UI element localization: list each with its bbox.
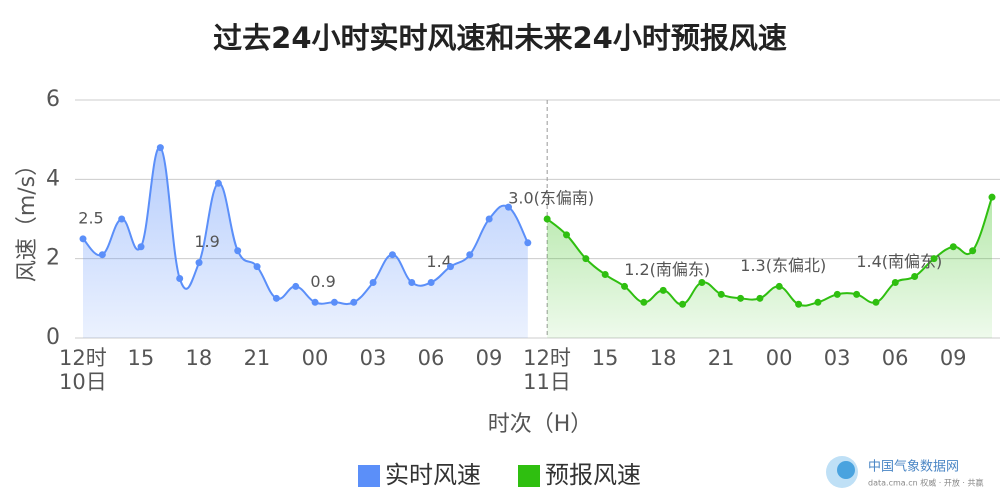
value-label: 0.9	[310, 272, 335, 291]
point	[833, 290, 841, 298]
point	[621, 282, 629, 290]
point	[717, 290, 725, 298]
value-label: 1.3(东偏北)	[740, 256, 826, 275]
value-label: 1.9	[194, 232, 219, 251]
brand-tagline: data.cma.cn 权威 · 开放 · 共赢	[868, 478, 983, 488]
point	[388, 251, 396, 259]
point	[427, 278, 435, 286]
point	[311, 298, 319, 306]
point	[891, 278, 899, 286]
point	[485, 215, 493, 223]
point	[988, 193, 996, 201]
x-tick-label: 12时 11日	[523, 346, 571, 394]
point	[137, 243, 145, 251]
point	[369, 278, 377, 286]
y-tick-label: 4	[46, 166, 60, 191]
x-tick-label: 00	[301, 346, 329, 370]
value-label: 3.0(东偏南)	[508, 189, 594, 208]
point	[292, 282, 300, 290]
point	[679, 300, 687, 308]
y-tick-label: 0	[46, 325, 60, 350]
point	[214, 179, 222, 187]
legend-swatch	[518, 465, 540, 487]
value-label: 1.2(南偏东)	[624, 260, 710, 279]
point	[814, 298, 822, 306]
y-tick-label: 6	[46, 87, 60, 112]
x-axis-label: 时次（H）	[488, 412, 593, 437]
x-tick-label: 06	[881, 346, 909, 370]
point	[543, 215, 551, 223]
point	[756, 294, 764, 302]
point	[563, 231, 571, 239]
point	[272, 294, 280, 302]
x-tick-label: 00	[765, 346, 793, 370]
point	[446, 263, 454, 271]
x-tick-label: 09	[939, 346, 967, 370]
value-label: 2.5	[78, 208, 103, 227]
point	[253, 263, 261, 271]
point	[795, 300, 803, 308]
x-tick-label: 18	[649, 346, 677, 370]
point	[775, 282, 783, 290]
x-tick-label: 15	[127, 346, 155, 370]
area	[83, 147, 528, 338]
point	[601, 271, 609, 279]
point	[930, 255, 938, 263]
point	[79, 235, 87, 243]
point	[350, 298, 358, 306]
y-tick-label: 2	[46, 246, 60, 271]
point	[330, 298, 338, 306]
point	[504, 203, 512, 211]
point	[234, 247, 242, 255]
point	[156, 144, 164, 152]
point	[195, 259, 203, 267]
x-tick-label: 06	[417, 346, 445, 370]
x-tick-label: 21	[243, 346, 271, 370]
point	[969, 247, 977, 255]
x-tick-label: 15	[591, 346, 619, 370]
point	[659, 286, 667, 294]
point	[524, 239, 532, 247]
point	[176, 275, 184, 282]
x-tick-label: 12时 10日	[59, 346, 107, 394]
point	[737, 294, 745, 302]
point	[872, 298, 880, 306]
chart-title: 过去24小时实时风速和未来24小时预报风速	[213, 21, 787, 55]
x-tick-label: 03	[823, 346, 851, 370]
legend-swatch	[358, 465, 380, 487]
point	[640, 298, 648, 306]
point	[582, 255, 590, 263]
value-label: 1.4(南偏东)	[856, 252, 942, 271]
brand-name: 中国气象数据网	[868, 459, 959, 475]
legend-label: 预报风速	[545, 461, 641, 489]
point	[98, 251, 106, 259]
legend-label: 实时风速	[385, 461, 481, 489]
x-tick-label: 21	[707, 346, 735, 370]
point	[466, 251, 474, 259]
x-tick-label: 18	[185, 346, 213, 370]
point	[118, 215, 126, 223]
logo-icon-inner	[837, 461, 855, 479]
y-axis-label: 风速（m/s）	[15, 154, 40, 282]
point	[698, 278, 706, 286]
point	[949, 243, 957, 251]
point	[853, 290, 861, 298]
x-tick-label: 03	[359, 346, 387, 370]
area	[547, 197, 992, 338]
value-label: 1.4	[426, 252, 451, 271]
point	[408, 278, 416, 286]
point	[911, 273, 919, 281]
x-tick-label: 09	[475, 346, 503, 370]
